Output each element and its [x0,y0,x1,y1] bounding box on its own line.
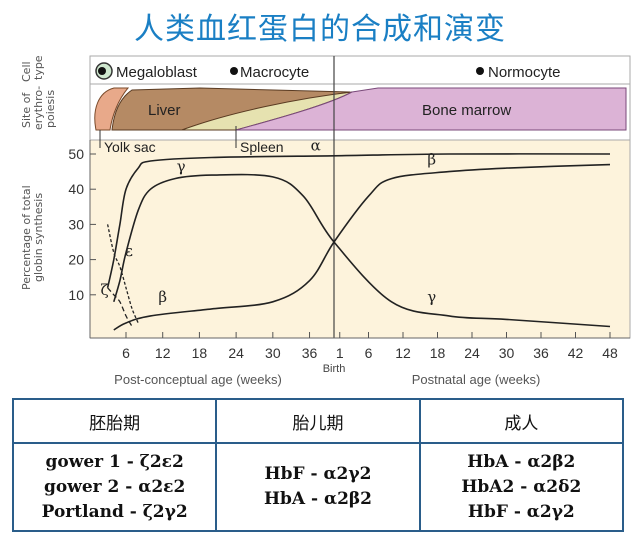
series-label-epsilon: ε [125,242,133,260]
birth-label: Birth [323,363,346,375]
series-label-zeta: ζ [101,281,109,299]
header-adult: 成人 [418,398,625,444]
series-label-gamma: γ [177,158,186,176]
hb-fetal-hbf: HbF - α2γ2 [264,464,372,484]
x-tick-label: 36 [533,345,549,361]
series-lines [106,153,611,331]
series-label-gamma-postnatal: γ [427,288,436,306]
page-title: 人类血红蛋白的合成和演变 [134,12,506,47]
site-label-2: erythro- [32,86,45,130]
yolk-sac-region [94,87,130,131]
normocyte-icon [476,67,484,75]
series-line-beta [113,163,611,331]
hb-gower1: gower 1 - ζ2ε2 [45,451,184,472]
hb-portland: Portland - ζ2γ2 [41,501,188,522]
x-tick-label: 42 [568,345,584,361]
series-line-alpha [106,153,611,288]
x-tick-label: 6 [365,345,373,361]
x-tick-label: 18 [192,345,208,361]
x-tick-label: 12 [155,345,171,361]
x-tick-label: 36 [302,345,318,361]
table-header-row: 胚胎期 胎儿期 成人 [11,398,625,444]
x-tick-label: 18 [430,345,446,361]
site-liver-label: Liver [148,102,181,119]
header-embryonic: 胚胎期 [11,398,218,444]
cell-type-macrocyte: Macrocyte [240,64,309,81]
series-label-beta-postnatal: β [427,151,436,169]
site-spleen-label: Spleen [240,139,284,155]
y-tick-label: 20 [68,252,84,268]
site-bone-marrow-label: Bone marrow [422,102,511,119]
y-axis-label-2: globin synthesis [32,193,45,282]
site-label-3: poiesis [44,90,57,128]
y-axis-label-1: Percentage of total [20,185,33,290]
x-tick-label: 30 [265,345,281,361]
x-axis-label-postnatal: Postnatal age (weeks) [412,372,541,387]
x-tick-label: 24 [228,345,244,361]
series-line-epsilon [106,224,139,324]
y-tick-label: 10 [68,287,84,303]
hb-fetal-hba: HbA - α2β2 [263,489,373,509]
header-fetal: 胎儿期 [215,398,421,444]
site-yolk-sac-label: Yolk sac [104,139,156,155]
y-tick-label: 50 [68,146,84,162]
y-tick-label: 30 [68,216,84,232]
hb-adult-hba: HbA - α2β2 [467,451,576,472]
series-label-alpha: α [311,136,321,154]
x-tick-label: 24 [464,345,480,361]
x-tick-label: 30 [499,345,515,361]
cell-fetal: HbF - α2γ2 HbA - α2β2 [215,442,421,532]
series-line-zeta [107,287,133,327]
x-tick-label: 1 [336,345,344,361]
x-tick-label: 48 [602,345,618,361]
series-labels: α γ γ β β ε ζ [101,136,437,305]
cell-type-megaloblast: Megaloblast [116,64,198,81]
site-label-1: Site of [20,92,33,128]
x-axis-label-prenatal: Post-conceptual age (weeks) [114,372,282,387]
macrocyte-icon [230,67,238,75]
x-tick-label: 6 [122,345,130,361]
cell-type-label-2: type [32,55,45,80]
y-tick-label: 40 [68,181,84,197]
hemoglobin-stage-table: 胚胎期 胎儿期 成人 gower 1 - ζ2ε2 gower 2 - α2ε2… [11,398,625,532]
cell-type-normocyte: Normocyte [488,64,561,81]
plot-area [89,139,631,339]
cell-type-label-1: Cell [20,61,33,82]
cell-adult: HbA - α2β2 HbA2 - α2δ2 HbF - α2γ2 [418,442,625,532]
hb-adult-hba2: HbA2 - α2δ2 [461,476,582,497]
hb-gower2: gower 2 - α2ε2 [43,476,186,497]
cell-embryonic: gower 1 - ζ2ε2 gower 2 - α2ε2 Portland -… [11,442,218,532]
x-ticks: 6 12 18 24 30 36 1 6 12 18 24 30 36 42 48 [122,332,618,361]
x-tick-label: 12 [395,345,411,361]
series-line-gamma [113,173,611,328]
table-body-row: gower 1 - ζ2ε2 gower 2 - α2ε2 Portland -… [11,442,625,532]
y-ticks: 10 20 30 40 50 [68,146,96,303]
series-label-beta: β [158,288,167,306]
megaloblast-nucleus-icon [98,67,106,75]
hb-adult-hbf: HbF - α2γ2 [467,501,575,522]
globin-chart-figure: Cell type Site of erythro- poiesis Perce… [20,55,631,387]
